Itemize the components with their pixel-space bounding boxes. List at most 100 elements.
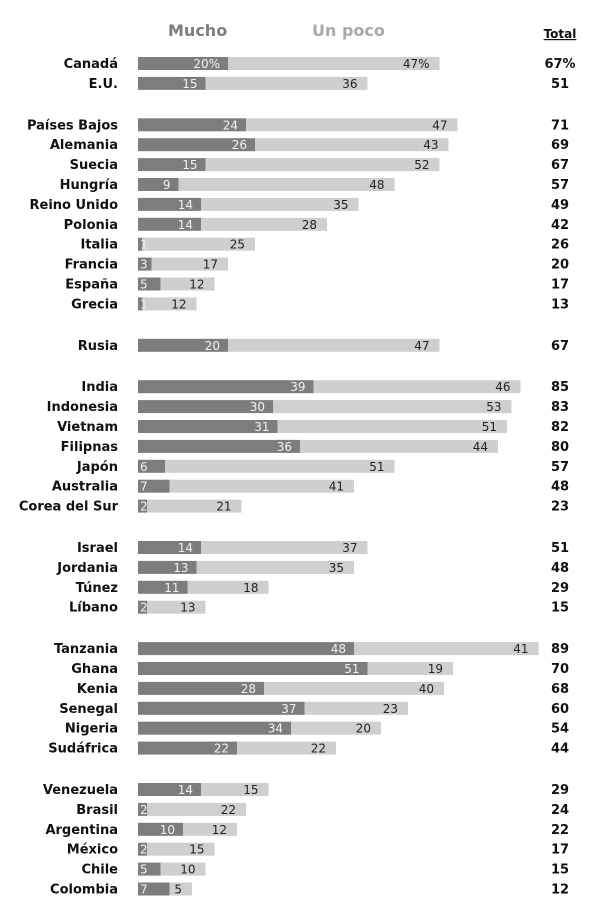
- total-value-paises-bajos: 71: [551, 118, 569, 133]
- category-label-indonesia: Indonesia: [47, 400, 118, 415]
- total-value-libano: 15: [551, 601, 569, 616]
- bar-mucho-brasil: [138, 802, 147, 816]
- total-value-mexico: 17: [551, 843, 569, 858]
- data-label-poco-e-u-: 36: [342, 77, 357, 91]
- total-value-tanzania: 89: [551, 642, 569, 657]
- data-label-mucho-canada: 20%: [193, 57, 220, 71]
- category-label-corea-del-sur: Corea del Sur: [19, 500, 119, 515]
- data-label-mucho-suecia: 15: [182, 158, 197, 172]
- bar-mucho-india: [138, 380, 314, 394]
- total-value-brasil: 24: [551, 803, 569, 818]
- bar-poco-alemania: [255, 138, 449, 152]
- total-value-sudafrica: 44: [551, 742, 569, 757]
- category-label-rusia: Rusia: [78, 339, 118, 354]
- bar-poco-india: [313, 380, 521, 394]
- bar-mucho-filipnas: [138, 439, 300, 453]
- data-label-mucho-corea-del-sur: 2: [140, 500, 148, 514]
- bar-mucho-israel: [138, 541, 201, 554]
- bar-poco-espana: [160, 277, 215, 291]
- data-label-poco-paises-bajos: 47: [432, 118, 447, 132]
- data-label-poco-alemania: 43: [423, 138, 438, 152]
- category-label-vietnam: Vietnam: [57, 420, 118, 435]
- data-label-mucho-jordania: 13: [173, 561, 188, 575]
- data-label-mucho-espana: 5: [140, 278, 148, 292]
- total-value-vietnam: 82: [551, 420, 569, 435]
- data-label-mucho-hungria: 9: [163, 178, 171, 192]
- bar-poco-canada: [228, 57, 440, 70]
- bar-poco-polonia: [201, 217, 327, 231]
- bar-poco-ghana: [367, 662, 453, 675]
- data-label-poco-israel: 37: [342, 541, 357, 555]
- bar-mucho-ghana: [138, 662, 368, 675]
- total-value-suecia: 67: [551, 158, 569, 173]
- category-label-reino-unido: Reino Unido: [30, 198, 119, 213]
- data-label-mucho-australia: 7: [140, 480, 148, 494]
- category-label-argentina: Argentina: [45, 823, 118, 838]
- bar-mucho-rusia: [138, 338, 228, 352]
- total-value-polonia: 42: [551, 218, 569, 233]
- data-label-poco-indonesia: 53: [486, 400, 501, 414]
- total-value-indonesia: 83: [551, 400, 569, 415]
- data-label-mucho-italia: 1: [140, 238, 148, 252]
- data-label-poco-polonia: 28: [302, 218, 317, 232]
- bar-mucho-vietnam: [138, 420, 278, 433]
- data-label-mucho-ghana: 51: [344, 662, 359, 676]
- data-label-mucho-india: 39: [290, 380, 305, 394]
- total-value-reino-unido: 49: [551, 198, 569, 213]
- data-label-poco-brasil: 22: [221, 803, 236, 817]
- bar-poco-japon: [165, 459, 395, 473]
- category-label-india: India: [81, 380, 118, 395]
- category-label-mexico: México: [67, 843, 118, 858]
- data-label-poco-vietnam: 51: [482, 420, 497, 434]
- bar-mucho-australia: [138, 479, 170, 493]
- category-label-jordania: Jordania: [56, 561, 118, 576]
- data-label-poco-venezuela: 15: [243, 783, 258, 797]
- data-label-poco-mexico: 15: [189, 843, 204, 857]
- category-label-e-u-: E.U.: [89, 77, 118, 92]
- data-label-poco-suecia: 52: [414, 158, 429, 172]
- data-label-mucho-tunez: 11: [164, 581, 179, 595]
- bar-poco-nigeria: [291, 721, 381, 735]
- data-label-mucho-senegal: 37: [281, 702, 296, 716]
- data-label-poco-tanzania: 41: [513, 642, 528, 656]
- data-label-mucho-mexico: 2: [140, 843, 148, 857]
- category-label-tunez: Túnez: [76, 581, 118, 596]
- category-label-colombia: Colombia: [50, 883, 118, 898]
- data-label-mucho-polonia: 14: [178, 218, 193, 232]
- data-label-mucho-nigeria: 34: [268, 722, 283, 736]
- data-label-poco-japon: 51: [369, 460, 384, 474]
- bar-mucho-jordania: [138, 560, 197, 574]
- bar-poco-mexico: [147, 842, 215, 856]
- bar-poco-venezuela: [201, 783, 269, 796]
- bar-poco-senegal: [304, 701, 408, 715]
- category-label-polonia: Polonia: [64, 218, 118, 233]
- total-value-japon: 57: [551, 460, 569, 475]
- data-label-poco-tunez: 18: [243, 581, 258, 595]
- legend-un-poco: Un poco: [312, 21, 385, 40]
- total-value-grecia: 13: [551, 297, 569, 312]
- total-value-canada: 67%: [544, 57, 575, 72]
- bar-poco-chile: [160, 862, 206, 876]
- data-label-mucho-vietnam: 31: [254, 420, 269, 434]
- bar-poco-jordania: [196, 560, 354, 574]
- data-label-poco-canada: 47%: [403, 57, 430, 71]
- bar-mucho-libano: [138, 600, 147, 614]
- data-label-poco-libano: 13: [180, 601, 195, 615]
- data-label-poco-espana: 12: [189, 278, 204, 292]
- bar-mucho-hungria: [138, 178, 179, 191]
- data-label-poco-rusia: 47: [414, 339, 429, 353]
- bar-mucho-espana: [138, 277, 161, 291]
- bar-mucho-indonesia: [138, 400, 273, 414]
- bar-mucho-italia: [138, 237, 143, 251]
- bar-mucho-paises-bajos: [138, 118, 246, 132]
- data-label-mucho-francia: 3: [140, 258, 148, 272]
- total-value-colombia: 12: [551, 883, 569, 898]
- total-value-filipnas: 80: [551, 440, 569, 455]
- bar-mucho-kenia: [138, 681, 264, 695]
- bar-mucho-nigeria: [138, 721, 291, 735]
- data-label-mucho-israel: 14: [178, 541, 193, 555]
- total-value-argentina: 22: [551, 823, 569, 838]
- data-label-mucho-indonesia: 30: [250, 400, 265, 414]
- bar-mucho-e-u-: [138, 76, 206, 90]
